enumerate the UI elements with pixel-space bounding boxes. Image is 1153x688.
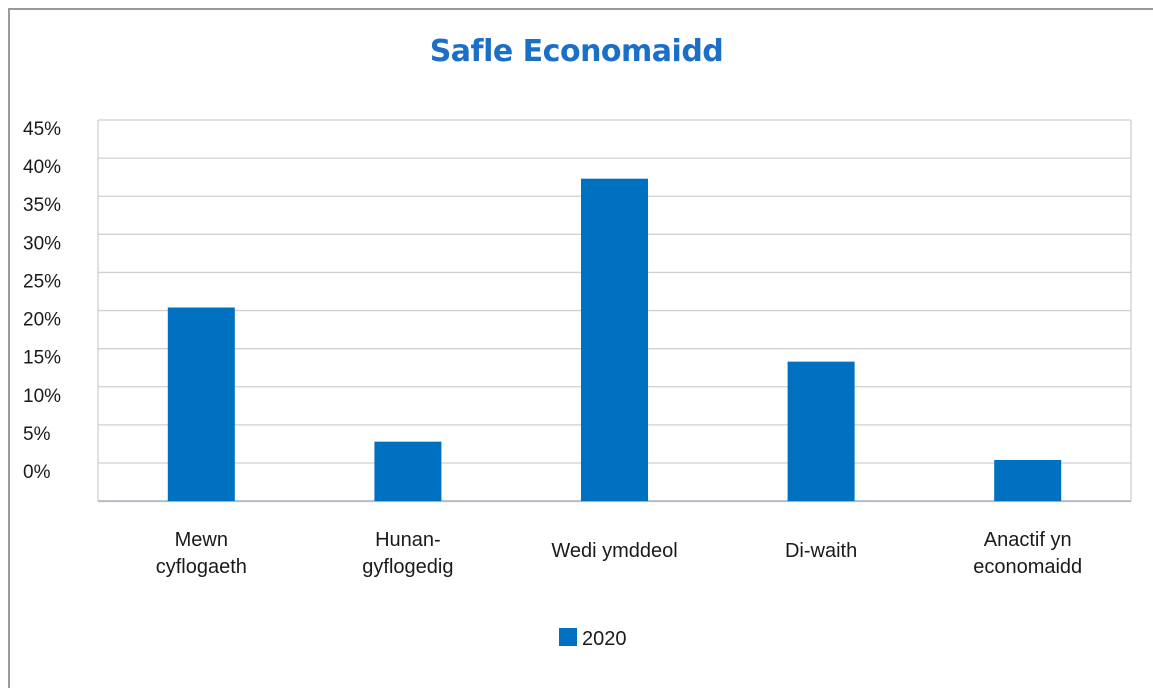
- y-tick-label: 25%: [23, 271, 61, 292]
- y-tick-label: 15%: [23, 348, 61, 369]
- bar: [581, 178, 648, 502]
- y-tick-label: 0%: [23, 462, 51, 483]
- y-tick-label: 10%: [23, 386, 61, 407]
- x-category-label: Mewn: [175, 529, 228, 551]
- x-category-label: Anactif yn: [984, 529, 1072, 551]
- bar: [994, 459, 1062, 502]
- y-tick-label: 30%: [23, 233, 61, 254]
- legend-label: 2020: [582, 628, 627, 650]
- x-category-label: Hunan-: [375, 529, 441, 551]
- y-tick-label: 45%: [23, 119, 61, 140]
- x-category-label: Di-waith: [785, 540, 857, 562]
- y-tick-label: 35%: [23, 195, 61, 216]
- x-category-label: cyflogaeth: [156, 556, 247, 578]
- bar: [787, 361, 855, 502]
- x-category-label: Wedi ymddeol: [551, 540, 677, 562]
- bar: [167, 307, 235, 502]
- chart-title: Safle Economaidd: [429, 34, 724, 69]
- y-tick-label: 40%: [23, 157, 61, 178]
- x-category-label: gyflogedig: [362, 556, 453, 578]
- y-tick-label: 20%: [23, 310, 61, 331]
- legend-swatch: [559, 628, 577, 646]
- y-tick-label: 5%: [23, 424, 51, 445]
- x-category-label: economaidd: [973, 556, 1082, 578]
- bar: [374, 441, 442, 502]
